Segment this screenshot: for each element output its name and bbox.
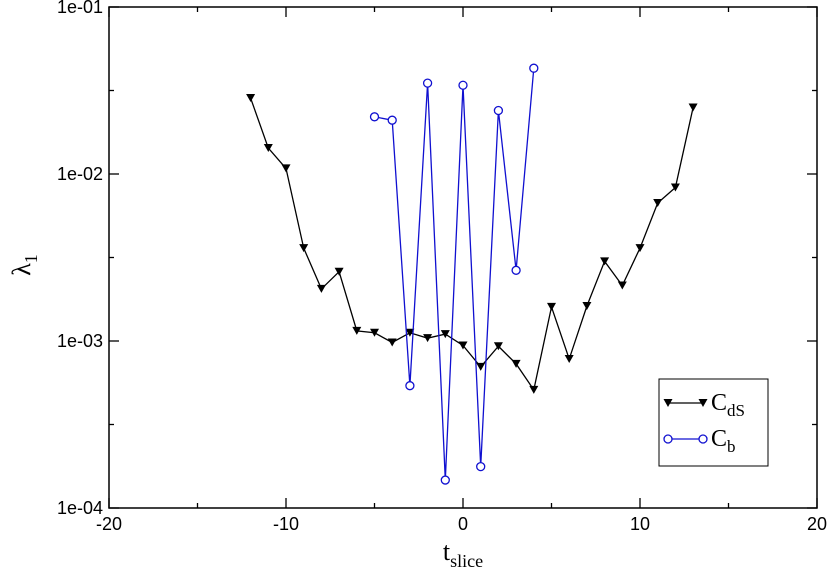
legend-cb-label-main: C (711, 426, 727, 452)
data-point-c-ds (246, 94, 256, 103)
legend-box (658, 378, 769, 467)
data-point-c-b (476, 461, 486, 472)
data-point-c-b (493, 105, 504, 116)
data-point-c-ds (529, 385, 539, 394)
data-point-c-ds (511, 359, 521, 368)
data-point-c-ds (635, 244, 645, 253)
legend-entry-cds: CdS (663, 390, 745, 420)
y-tick-label: 1e-03 (57, 331, 103, 351)
legend-cb-label-sub: b (727, 437, 736, 456)
data-point-c-ds (653, 199, 663, 208)
legend-cb-marker-right (698, 434, 708, 444)
data-point-c-ds (334, 267, 344, 276)
data-point-c-ds (370, 328, 379, 337)
data-point-c-b (458, 80, 468, 90)
x-axis-title-sub: slice (450, 551, 483, 570)
x-tick-label: 20 (807, 514, 827, 534)
data-point-c-b (422, 78, 433, 88)
data-point-c-ds (263, 144, 273, 153)
legend-cds-marker-left (663, 399, 673, 407)
data-point-c-ds (493, 342, 503, 351)
legend: CdS Cb (658, 378, 769, 467)
data-point-c-b (369, 112, 380, 122)
data-point-c-ds (387, 338, 397, 347)
legend-cds-label-main: C (711, 390, 727, 416)
legend-cb-marker-left (663, 434, 673, 444)
data-point-c-ds (316, 284, 326, 293)
data-point-c-ds (600, 257, 610, 266)
data-point-c-ds (582, 302, 592, 311)
data-point-c-ds (564, 355, 574, 364)
data-point-c-ds (405, 328, 415, 337)
axis-ticks: -20 -10 0 10 20 1e-04 1e-03 1e-02 1e-01 (57, 0, 827, 534)
legend-cds-label-sub: dS (727, 401, 745, 420)
data-point-c-ds (547, 302, 556, 311)
y-tick-label: 1e-04 (57, 498, 103, 518)
data-point-c-ds (440, 330, 450, 339)
x-axis-title-main: t (443, 537, 451, 566)
data-point-c-ds (299, 244, 309, 253)
data-point-c-ds (617, 281, 627, 290)
data-point-c-ds (423, 334, 433, 343)
data-point-c-ds (458, 341, 468, 350)
y-axis-title-main: λ (7, 263, 36, 276)
data-point-c-ds (476, 362, 486, 371)
data-point-c-b (440, 475, 450, 485)
data-point-c-ds (670, 183, 680, 192)
legend-cds-marker-right (698, 399, 708, 407)
data-point-c-b (405, 381, 415, 391)
series-line-c-ds (249, 97, 694, 392)
legend-cds-label: CdS (711, 390, 745, 420)
data-point-c-b (511, 265, 521, 275)
x-tick-label: -20 (96, 514, 122, 534)
legend-cb-label: Cb (711, 426, 736, 456)
y-tick-label: 1e-02 (57, 164, 103, 184)
data-point-c-b (529, 63, 539, 73)
legend-entry-cb: Cb (663, 426, 736, 456)
data-point-c-ds (281, 164, 291, 173)
x-tick-label: 10 (630, 514, 650, 534)
x-axis-title: tslice (443, 537, 483, 570)
y-tick-label: 1e-01 (57, 0, 103, 17)
data-point-c-b (387, 115, 397, 125)
y-axis-title: λ1 (7, 254, 41, 276)
data-point-c-ds (352, 326, 362, 335)
x-tick-label: 0 (458, 514, 468, 534)
y-axis-title-sub: 1 (21, 254, 41, 263)
x-tick-label: -10 (273, 514, 299, 534)
series-layer (246, 63, 698, 485)
series-line-c-b (374, 68, 535, 481)
data-point-c-ds (688, 103, 698, 112)
